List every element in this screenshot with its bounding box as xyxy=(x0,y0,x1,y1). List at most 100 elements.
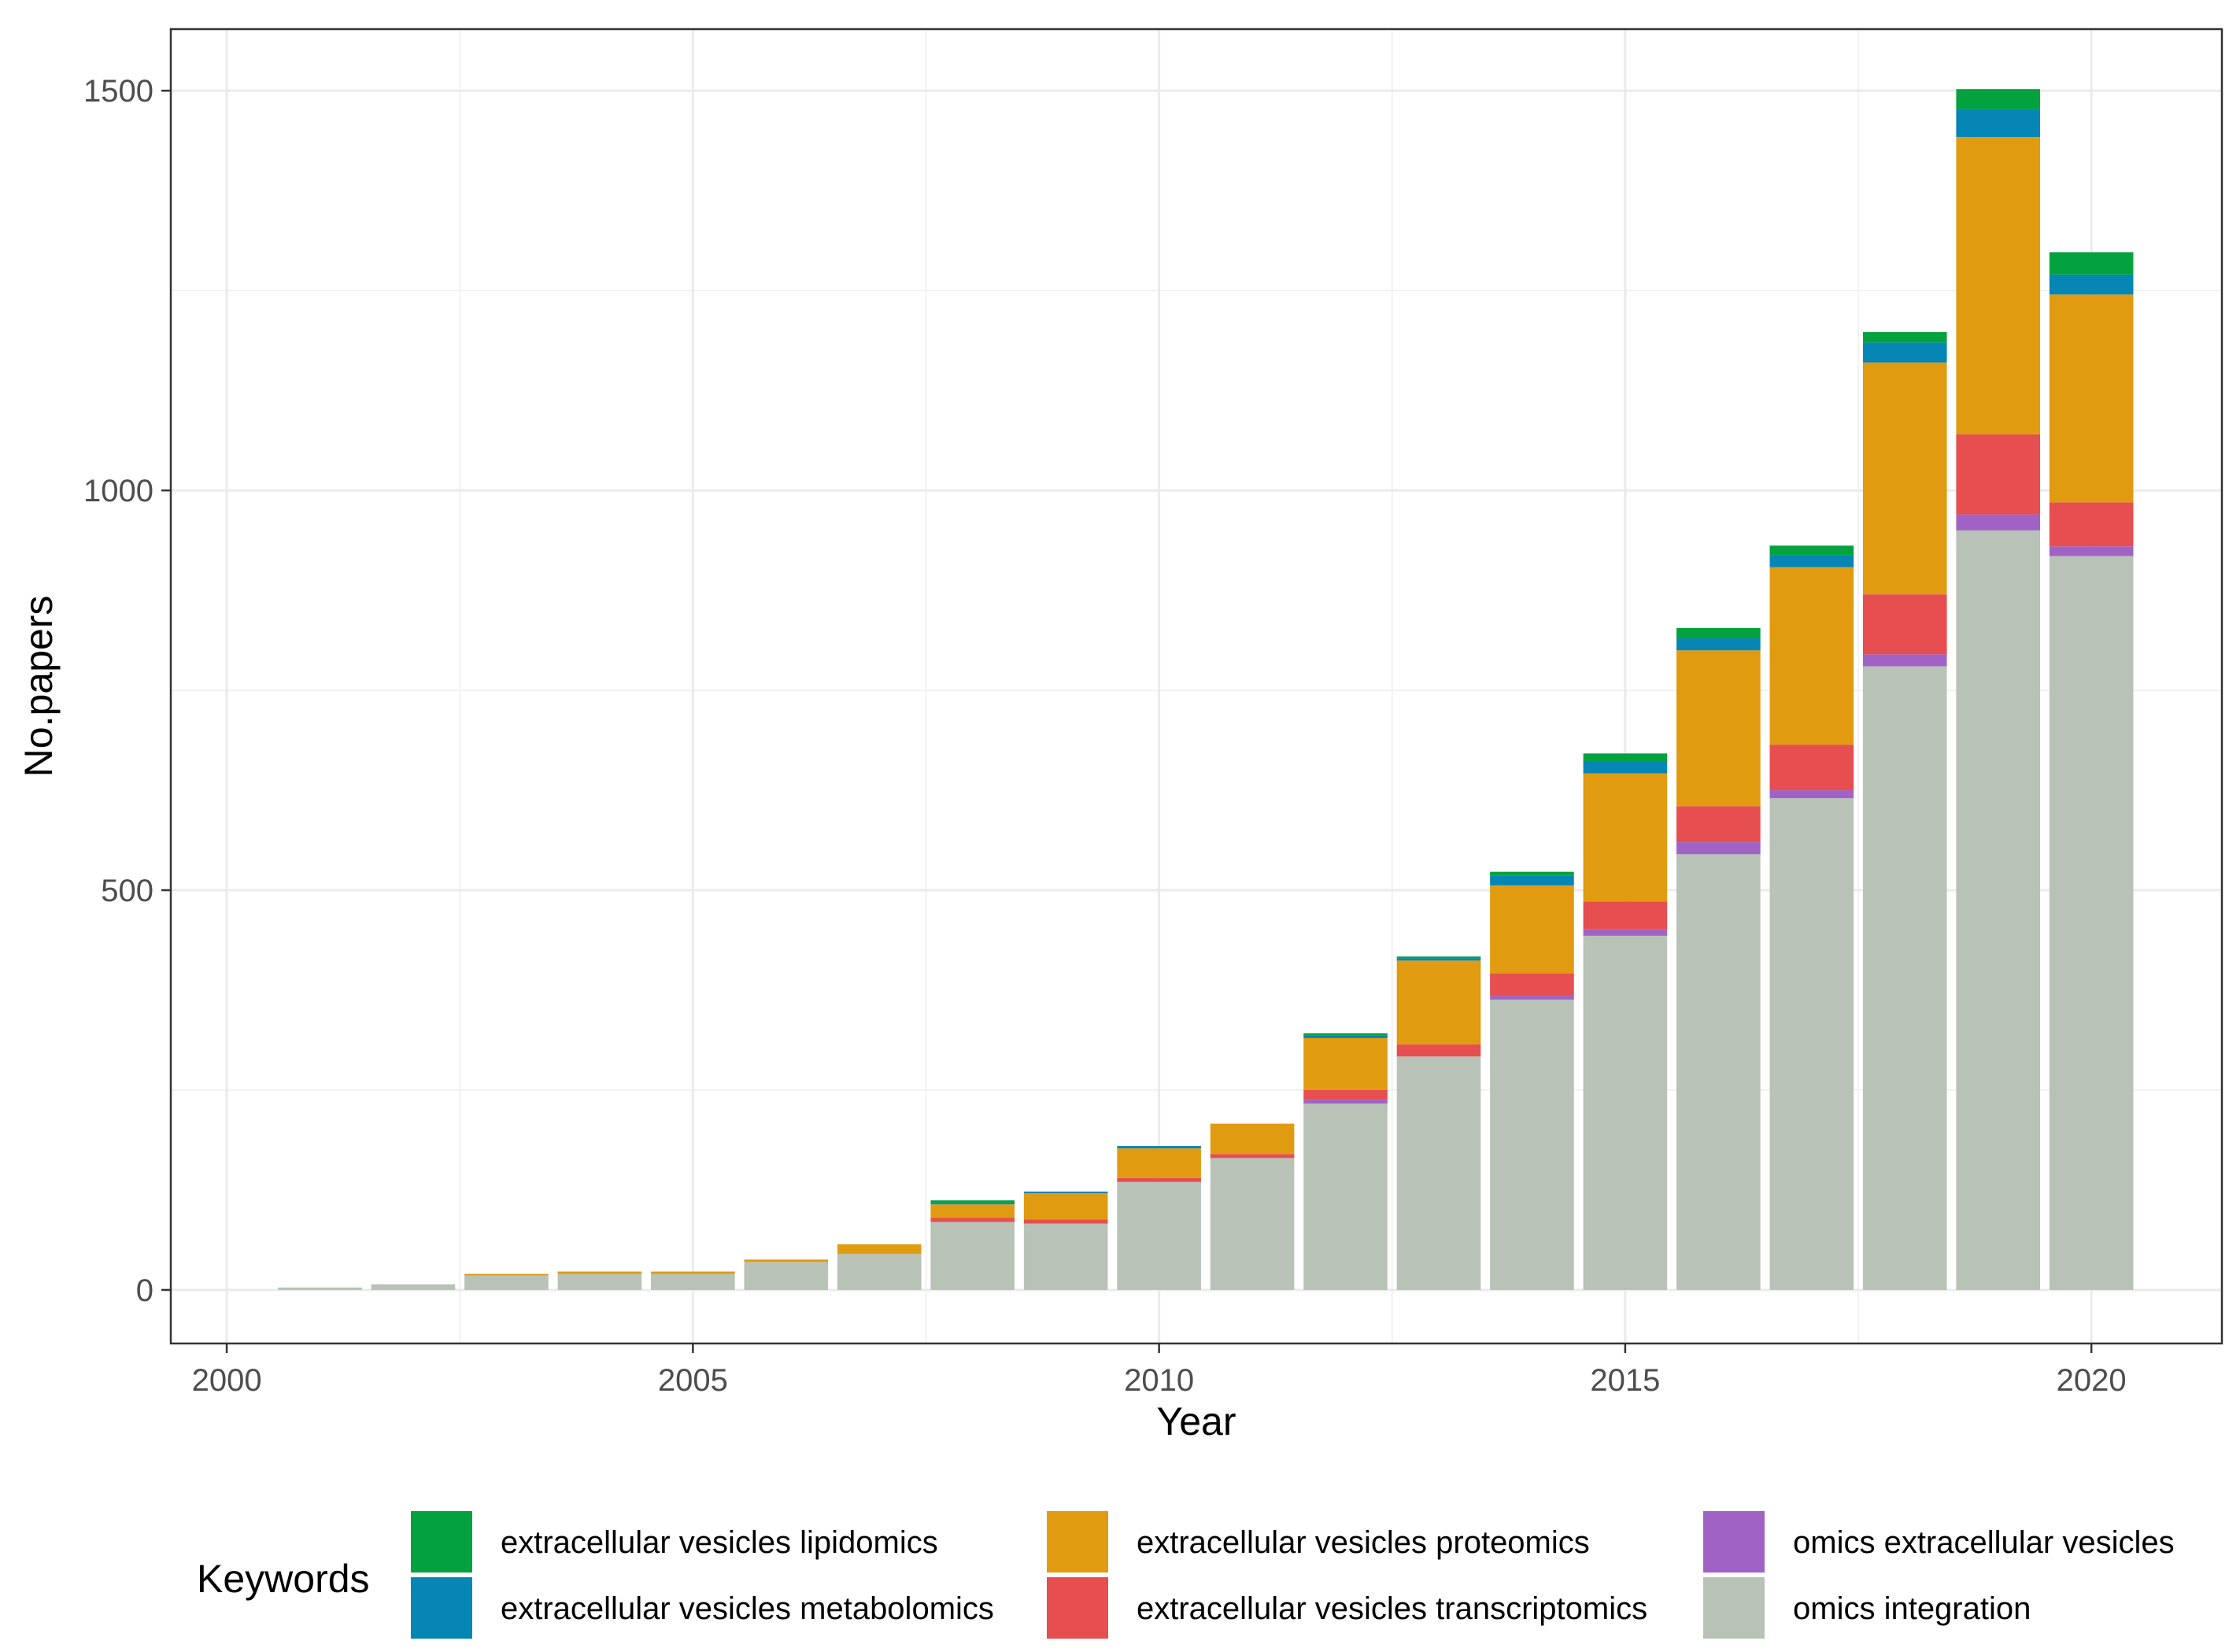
bar-segment xyxy=(1862,342,1947,363)
bar-segment xyxy=(1769,745,1854,791)
legend-label: extracellular vesicles lipidomics xyxy=(501,1525,938,1560)
bar-segment xyxy=(1303,1099,1388,1104)
bar-segment xyxy=(837,1244,922,1255)
bar-segment xyxy=(1303,1089,1388,1100)
bar-segment xyxy=(1490,996,1574,1000)
legend-swatch xyxy=(1703,1577,1765,1639)
bar-segment xyxy=(1769,790,1854,799)
bar-segment xyxy=(1956,109,2041,138)
bar-segment xyxy=(1862,654,1947,667)
legend-item: extracellular vesicles metabolomics xyxy=(411,1577,994,1639)
bar-segment xyxy=(1490,871,1574,876)
legend-label: extracellular vesicles proteomics xyxy=(1137,1525,1590,1560)
bar-segment xyxy=(1117,1181,1201,1290)
legend-swatch xyxy=(411,1511,472,1573)
legend-title: Keywords xyxy=(197,1557,370,1601)
bar-segment xyxy=(1583,929,1668,936)
bar-segment xyxy=(1303,1037,1388,1090)
bar-segment xyxy=(371,1284,456,1290)
bar-segment xyxy=(1303,1035,1388,1038)
bar-segment xyxy=(1769,555,1854,567)
legend-swatch xyxy=(1047,1577,1108,1639)
bar-segment xyxy=(1956,137,2041,435)
bar-segment xyxy=(557,1273,642,1290)
bars xyxy=(278,89,2134,1290)
legend-item: extracellular vesicles proteomics xyxy=(1047,1511,1590,1573)
bar-segment xyxy=(930,1204,1015,1218)
bar-segment xyxy=(930,1200,1015,1203)
legend-swatch xyxy=(1703,1511,1765,1573)
bar-segment xyxy=(1023,1191,1108,1194)
legend-label: omics integration xyxy=(1793,1591,2031,1626)
bar-segment xyxy=(1956,89,2041,109)
bar-segment xyxy=(2049,294,2134,503)
bar-segment xyxy=(1583,761,1668,774)
bar-segment xyxy=(1769,567,1854,745)
bar-segment xyxy=(1117,1146,1201,1149)
bar-segment xyxy=(1303,1033,1388,1036)
legend: Keywords extracellular vesicles lipidomi… xyxy=(197,1511,2175,1639)
legend-label: extracellular vesicles transcriptomics xyxy=(1137,1591,1647,1626)
bar-segment xyxy=(1023,1219,1108,1224)
bar-segment xyxy=(1676,842,1761,855)
legend-label: omics extracellular vesicles xyxy=(1793,1525,2175,1560)
axes: 2000 2005 2010 2015 2020 0 500 1000 1500 xyxy=(83,74,2127,1398)
bar-segment xyxy=(1583,773,1668,902)
bar-segment xyxy=(1210,1158,1295,1290)
x-tick-label: 2020 xyxy=(2057,1363,2127,1398)
bar-segment xyxy=(837,1254,922,1290)
bar-segment xyxy=(930,1203,1015,1205)
y-tick-label: 500 xyxy=(101,874,153,908)
bar-segment xyxy=(930,1221,1015,1290)
bar-segment xyxy=(651,1273,735,1290)
bar-segment xyxy=(1303,1103,1388,1290)
bar-segment xyxy=(464,1275,549,1290)
bar-segment xyxy=(1583,753,1668,762)
bar-segment xyxy=(1676,806,1761,843)
panel-border xyxy=(169,28,2223,1345)
bar-segment xyxy=(930,1218,1015,1222)
legend-item: omics integration xyxy=(1703,1577,2031,1639)
bar-segment xyxy=(1396,958,1481,961)
x-tick-label: 2015 xyxy=(1590,1363,1660,1398)
x-axis-title: Year xyxy=(1156,1399,1236,1443)
bar-segment xyxy=(1862,594,1947,655)
y-axis-title: No.papers xyxy=(17,596,61,778)
bar-segment xyxy=(278,1287,362,1290)
bar-segment xyxy=(1956,514,2041,530)
bar-segment xyxy=(1676,650,1761,807)
bar-segment xyxy=(1862,331,1947,343)
legend-swatch xyxy=(1047,1511,1108,1573)
bar-segment xyxy=(1769,798,1854,1290)
bar-segment xyxy=(2049,556,2134,1290)
bar-segment xyxy=(651,1271,735,1274)
x-tick-label: 2000 xyxy=(192,1363,262,1398)
y-tick-label: 1000 xyxy=(83,474,153,508)
bar-segment xyxy=(2049,274,2134,295)
bar-segment xyxy=(1956,434,2041,515)
bar-segment xyxy=(557,1271,642,1274)
bar-segment xyxy=(1583,901,1668,929)
bar-segment xyxy=(1490,1000,1574,1290)
bar-segment xyxy=(1117,1148,1201,1178)
x-tick-label: 2010 xyxy=(1124,1363,1194,1398)
bar-segment xyxy=(1676,638,1761,651)
bar-segment xyxy=(1396,1044,1481,1057)
bar-segment xyxy=(2049,502,2134,547)
legend-item: extracellular vesicles transcriptomics xyxy=(1047,1577,1647,1639)
bar-segment xyxy=(1396,956,1481,959)
bar-segment xyxy=(2049,252,2134,275)
bar-segment xyxy=(1490,875,1574,885)
bar-segment xyxy=(1396,1056,1481,1290)
bar-segment xyxy=(1583,935,1668,1290)
bar-segment xyxy=(1023,1193,1108,1220)
legend-swatch xyxy=(411,1577,472,1639)
bar-segment xyxy=(1210,1123,1295,1155)
bar-segment xyxy=(2049,546,2134,556)
bar-segment xyxy=(1023,1223,1108,1290)
legend-item: extracellular vesicles lipidomics xyxy=(411,1511,938,1573)
bar-segment xyxy=(1676,854,1761,1290)
bar-segment xyxy=(1490,885,1574,974)
